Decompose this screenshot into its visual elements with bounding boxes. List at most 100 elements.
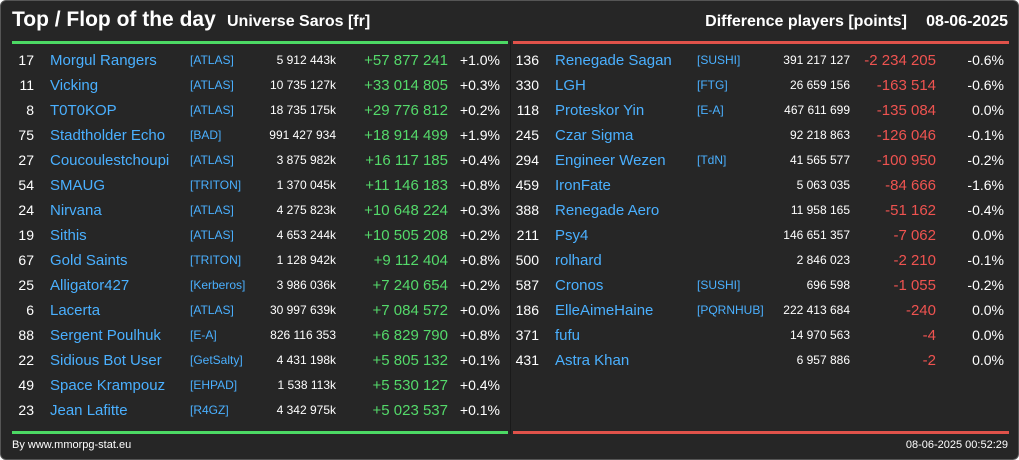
player-name-link[interactable]: LGH (555, 77, 586, 94)
alliance-tag-link[interactable]: [ATLAS] (190, 203, 234, 217)
player-name-link[interactable]: Sithis (50, 227, 87, 244)
percent-change: +0.8% (459, 327, 500, 343)
alliance-tag-link[interactable]: [ATLAS] (190, 53, 234, 67)
player-name-link[interactable]: IronFate (555, 177, 611, 194)
points-difference: +10 648 224 (364, 202, 448, 219)
player-points: 2 846 023 (796, 253, 850, 267)
table-row: 388 Renegade Aero 11 958 165 -51 162 -0.4% (515, 198, 1015, 223)
table-row: 67 Gold Saints [TRITON] 1 128 942k +9 112 40… (10, 248, 510, 273)
alliance-tag-link[interactable]: [PQRNHUB] (697, 303, 764, 317)
page-title: Top / Flop of the day (12, 8, 216, 31)
player-points: 4 275 823k (276, 203, 336, 217)
points-difference: +5 023 537 (372, 402, 449, 419)
points-difference: -240 (905, 302, 936, 319)
player-rank: 6 (26, 302, 34, 318)
player-rank: 431 (515, 352, 539, 368)
player-name-link[interactable]: Astra Khan (555, 352, 630, 369)
player-rank: 11 (19, 77, 34, 93)
player-name-link[interactable]: Space Krampouz (50, 377, 166, 394)
percent-change: 0.0% (972, 327, 1004, 343)
player-name-link[interactable]: Morgul Rangers (50, 52, 157, 69)
table-row: 8 T0T0KOP [ATLAS] 18 735 175k +29 776 812 +0.… (10, 98, 510, 123)
player-rank: 27 (18, 152, 34, 168)
player-rank: 245 (515, 127, 539, 143)
player-name-link[interactable]: Gold Saints (50, 252, 128, 269)
alliance-tag-link[interactable]: [ATLAS] (190, 153, 234, 167)
alliance-tag-link[interactable]: [SUSHI] (697, 278, 741, 292)
alliance-tag-link[interactable]: [E-A] (697, 103, 724, 117)
alliance-tag-link[interactable]: [R4GZ] (190, 403, 229, 417)
alliance-tag-link[interactable]: [ATLAS] (190, 78, 234, 92)
player-rank: 88 (18, 327, 34, 343)
player-points: 14 970 563 (789, 328, 850, 342)
alliance-tag-link[interactable]: [SUSHI] (697, 53, 741, 67)
percent-change: -0.4% (967, 202, 1004, 218)
alliance-tag-link[interactable]: [BAD] (190, 128, 222, 142)
points-difference: -2 210 (893, 252, 936, 269)
player-name-link[interactable]: Jean Lafitte (50, 402, 128, 419)
percent-change: +0.4% (459, 377, 500, 393)
points-difference: -1 055 (893, 277, 936, 294)
difference-label: Difference players [points] (705, 13, 907, 30)
header: Top / Flop of the day Universe Saros [fr… (1, 1, 1018, 41)
table-row: 25 Alligator427 [Kerberos] 3 986 036k +7 240… (10, 273, 510, 298)
player-name-link[interactable]: fufu (555, 327, 581, 344)
alliance-tag-link[interactable]: [TRITON] (190, 253, 242, 267)
points-difference: +7 084 572 (372, 302, 449, 319)
table-row: 27 Coucoulestchoupi [ATLAS] 3 875 982k +16 1… (10, 148, 510, 173)
player-rank: 136 (515, 52, 539, 68)
player-name-link[interactable]: T0T0KOP (50, 102, 117, 119)
alliance-tag-link[interactable]: [TdN] (697, 153, 727, 167)
player-name-link[interactable]: Proteskor Yin (555, 102, 645, 119)
player-name-link[interactable]: rolhard (555, 252, 602, 269)
player-name-link[interactable]: Renegade Sagan (555, 52, 672, 69)
top-accent-line (12, 41, 508, 44)
points-difference: +7 240 654 (372, 277, 449, 294)
percent-change: +0.2% (459, 227, 500, 243)
alliance-tag-link[interactable]: [TRITON] (190, 178, 242, 192)
percent-change: +0.0% (459, 302, 500, 318)
table-row: 136 Renegade Sagan [SUSHI] 391 217 127 -2 23… (515, 48, 1015, 73)
player-name-link[interactable]: Sidious Bot User (50, 352, 162, 369)
player-name-link[interactable]: ElleAimeHaine (555, 302, 654, 319)
points-difference: +16 117 185 (365, 152, 448, 169)
points-difference: +57 877 241 (364, 52, 448, 69)
percent-change: 0.0% (972, 102, 1004, 118)
player-rank: 49 (18, 377, 34, 393)
alliance-tag-link[interactable]: [FTG] (697, 78, 728, 92)
player-name-link[interactable]: Lacerta (50, 302, 101, 319)
player-name-link[interactable]: Engineer Wezen (555, 152, 666, 169)
alliance-tag-link[interactable]: [ATLAS] (190, 303, 234, 317)
alliance-tag-link[interactable]: [ATLAS] (190, 103, 234, 117)
points-difference: -135 084 (876, 102, 936, 119)
alliance-tag-link[interactable]: [EHPAD] (190, 378, 238, 392)
table-row: 23 Jean Lafitte [R4GZ] 4 342 975k +5 023 537… (10, 398, 510, 423)
player-name-link[interactable]: Alligator427 (50, 277, 130, 294)
points-difference: +10 505 208 (364, 227, 448, 244)
alliance-tag-link[interactable]: [Kerberos] (190, 278, 246, 292)
player-name-link[interactable]: Renegade Aero (555, 202, 660, 219)
player-name-link[interactable]: SMAUG (50, 177, 106, 194)
player-points: 467 611 699 (784, 103, 850, 117)
alliance-tag-link[interactable]: [GetSalty] (190, 353, 243, 367)
points-difference: -84 666 (885, 177, 936, 194)
percent-change: -1.6% (967, 177, 1004, 193)
alliance-tag-link[interactable]: [ATLAS] (190, 228, 234, 242)
player-name-link[interactable]: Nirvana (50, 202, 102, 219)
player-points: 92 218 863 (789, 128, 850, 142)
player-name-link[interactable]: Cronos (555, 277, 604, 294)
player-name-link[interactable]: Coucoulestchoupi (50, 152, 170, 169)
player-points: 1 370 045k (276, 178, 336, 192)
footer-timestamp: 08-06-2025 00:52:29 (905, 439, 1008, 451)
player-name-link[interactable]: Sergent Poulhuk (50, 327, 161, 344)
points-difference: -4 (922, 327, 936, 344)
player-points: 3 986 036k (276, 278, 336, 292)
player-name-link[interactable]: Psy4 (555, 227, 589, 244)
player-name-link[interactable]: Vicking (50, 77, 99, 94)
player-points: 391 217 127 (783, 53, 850, 67)
alliance-tag-link[interactable]: [E-A] (190, 328, 217, 342)
player-name-link[interactable]: Stadtholder Echo (50, 127, 166, 144)
table-row: 88 Sergent Poulhuk [E-A] 826 116 353 +6 829 … (10, 323, 510, 348)
player-name-link[interactable]: Czar Sigma (555, 127, 634, 144)
percent-change: -0.1% (967, 252, 1004, 268)
